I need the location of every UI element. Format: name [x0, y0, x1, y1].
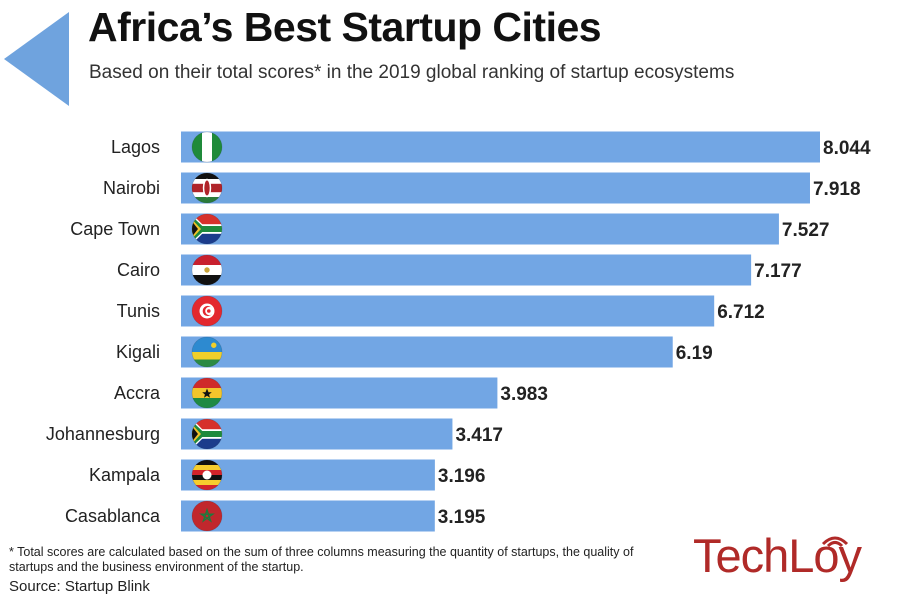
ghana-flag-icon	[191, 377, 223, 409]
kenya-flag-icon	[191, 172, 223, 204]
south-africa-flag-icon	[191, 213, 223, 245]
value-label: 3.983	[500, 384, 548, 405]
category-label: Accra	[114, 383, 161, 403]
category-label: Cairo	[117, 260, 160, 280]
value-label: 8.044	[823, 138, 871, 159]
techloy-logo: TechLoy	[693, 528, 862, 583]
category-label: Tunis	[117, 301, 160, 321]
category-label: Kigali	[116, 342, 160, 362]
source-note: Source: Startup Blink	[9, 578, 150, 595]
category-label: Casablanca	[65, 506, 161, 526]
category-label: Kampala	[89, 465, 161, 485]
tunisia-flag-icon	[191, 295, 223, 327]
value-label: 3.417	[455, 425, 503, 446]
back-arrow-icon[interactable]	[4, 12, 70, 106]
bar	[181, 500, 435, 532]
category-label: Cape Town	[70, 219, 160, 239]
category-label: Lagos	[111, 137, 160, 157]
nigeria-flag-icon	[191, 131, 223, 163]
bar	[181, 418, 453, 450]
egypt-flag-icon	[191, 254, 223, 286]
bar	[181, 377, 498, 409]
footnote: * Total scores are calculated based on t…	[9, 545, 634, 574]
value-label: 6.19	[676, 343, 713, 364]
value-label: 7.918	[813, 179, 861, 200]
morocco-flag-icon	[191, 500, 223, 532]
bar	[181, 131, 820, 163]
bar	[181, 336, 673, 368]
uganda-flag-icon	[191, 459, 223, 491]
rwanda-flag-icon	[191, 336, 223, 368]
category-label: Nairobi	[103, 178, 160, 198]
page-title: Africa’s Best Startup Cities	[88, 4, 602, 50]
category-label: Johannesburg	[46, 424, 160, 444]
value-label: 7.177	[754, 261, 802, 282]
bar	[181, 254, 752, 286]
bar	[181, 172, 810, 204]
value-label: 6.712	[717, 302, 765, 323]
wifi-signal-icon	[821, 536, 849, 548]
bar-chart: Lagos 8.044 Nairobi 7.918 Cape Town 7.527 Cair…	[46, 131, 871, 532]
value-label: 3.195	[438, 507, 486, 528]
page-subtitle: Based on their total scores* in the 2019…	[89, 62, 735, 83]
bar	[181, 459, 435, 491]
bar	[181, 213, 779, 245]
value-label: 7.527	[782, 220, 830, 241]
bar	[181, 295, 715, 327]
south-africa-flag-icon	[191, 418, 223, 450]
value-label: 3.196	[438, 466, 486, 487]
